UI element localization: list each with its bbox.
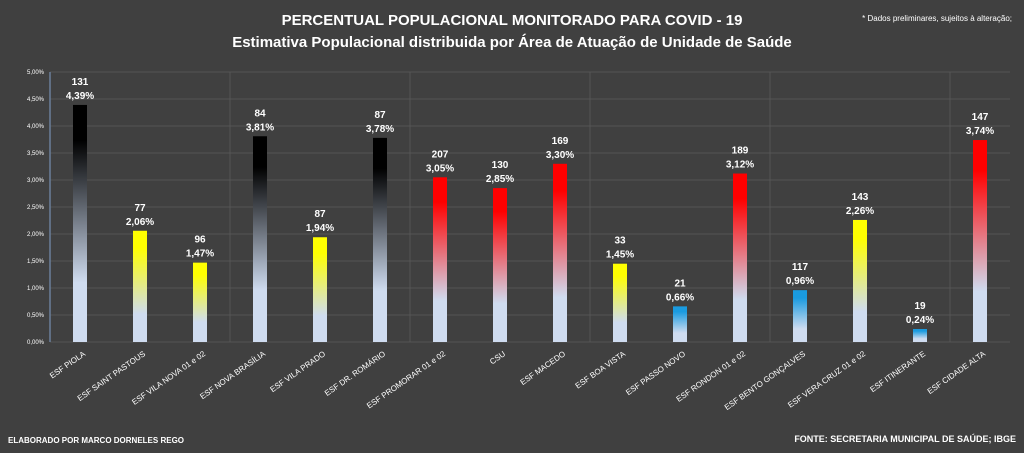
- value-label: 3,05%: [426, 163, 454, 174]
- bar: [313, 237, 327, 342]
- count-label: 143: [852, 192, 869, 203]
- count-label: 117: [792, 262, 809, 273]
- value-label: 3,81%: [246, 122, 274, 133]
- x-tick-label: ESF DR. ROMÁRIO: [323, 349, 387, 398]
- x-tick-label: ESF ITINERANTE: [868, 349, 927, 394]
- bar: [193, 262, 207, 342]
- value-label: 3,78%: [366, 124, 394, 135]
- data-source: FONTE: SECRETARIA MUNICIPAL DE SAÚDE; IB…: [794, 434, 1016, 444]
- count-label: 131: [72, 77, 89, 88]
- count-label: 87: [314, 209, 326, 220]
- count-label: 169: [552, 136, 569, 147]
- bar: [73, 104, 87, 342]
- bar: [253, 136, 267, 342]
- preliminary-note: * Dados preliminares, sujeitos à alteraç…: [862, 14, 1012, 23]
- bar: [133, 230, 147, 342]
- bar: [493, 188, 507, 342]
- y-tick-label: 1,00%: [27, 286, 45, 292]
- bar: [373, 137, 387, 342]
- count-label: 21: [674, 278, 686, 289]
- bar: [613, 263, 627, 342]
- value-label: 2,85%: [486, 174, 514, 185]
- chart-title: PERCENTUAL POPULACIONAL MONITORADO PARA …: [281, 12, 743, 29]
- y-tick-label: 4,50%: [27, 97, 45, 103]
- bar: [733, 173, 747, 342]
- value-label: 1,94%: [306, 223, 334, 234]
- bar: [973, 140, 987, 342]
- x-tick-label: ESF CIDADE ALTA: [926, 349, 988, 396]
- count-label: 147: [972, 112, 989, 123]
- value-label: 3,12%: [726, 160, 754, 171]
- bar: [433, 177, 447, 342]
- y-tick-label: 5,00%: [27, 70, 45, 76]
- count-label: 207: [432, 149, 449, 160]
- value-label: 1,45%: [606, 250, 634, 261]
- bar: [673, 306, 687, 342]
- bar: [913, 329, 927, 342]
- count-label: 19: [914, 301, 926, 312]
- value-label: 0,96%: [786, 276, 814, 287]
- x-tick-label: ESF PASSO NOVO: [624, 349, 687, 397]
- y-tick-label: 3,50%: [27, 151, 45, 157]
- value-label: 0,24%: [906, 315, 934, 326]
- x-tick-label: ESF NOVA BRASÍLIA: [198, 349, 267, 401]
- value-label: 0,66%: [666, 292, 694, 303]
- x-tick-label: CSU: [488, 349, 507, 366]
- value-label: 4,39%: [66, 91, 94, 102]
- value-label: 1,47%: [186, 249, 214, 260]
- value-label: 3,74%: [966, 126, 994, 137]
- count-label: 84: [254, 108, 266, 119]
- count-label: 77: [134, 203, 146, 214]
- x-tick-label: ESF PIOLA: [48, 349, 88, 380]
- chart-subtitle: Estimativa Populacional distribuida por …: [232, 34, 792, 51]
- y-tick-label: 3,00%: [27, 178, 45, 184]
- value-label: 2,06%: [126, 217, 154, 228]
- author-credit: ELABORADO POR MARCO DORNELES REGO: [8, 436, 185, 445]
- count-label: 96: [194, 235, 206, 246]
- x-tick-label: ESF MACEDO: [519, 349, 568, 387]
- y-tick-label: 4,00%: [27, 124, 45, 130]
- y-tick-label: 2,00%: [27, 232, 45, 238]
- value-label: 3,30%: [546, 150, 574, 161]
- bar: [553, 163, 567, 342]
- count-label: 130: [492, 160, 509, 171]
- bar: [853, 219, 867, 342]
- count-label: 87: [374, 110, 386, 121]
- bar: [793, 290, 807, 342]
- x-tick-label: ESF BOA VISTA: [574, 349, 628, 391]
- count-label: 189: [732, 146, 749, 157]
- y-tick-label: 1,50%: [27, 259, 45, 265]
- count-label: 33: [614, 236, 626, 247]
- value-label: 2,26%: [846, 206, 874, 217]
- y-tick-label: 0,50%: [27, 313, 45, 319]
- y-tick-label: 0,00%: [27, 340, 45, 346]
- x-tick-label: ESF VILA PRADO: [268, 349, 327, 394]
- y-tick-label: 2,50%: [27, 205, 45, 211]
